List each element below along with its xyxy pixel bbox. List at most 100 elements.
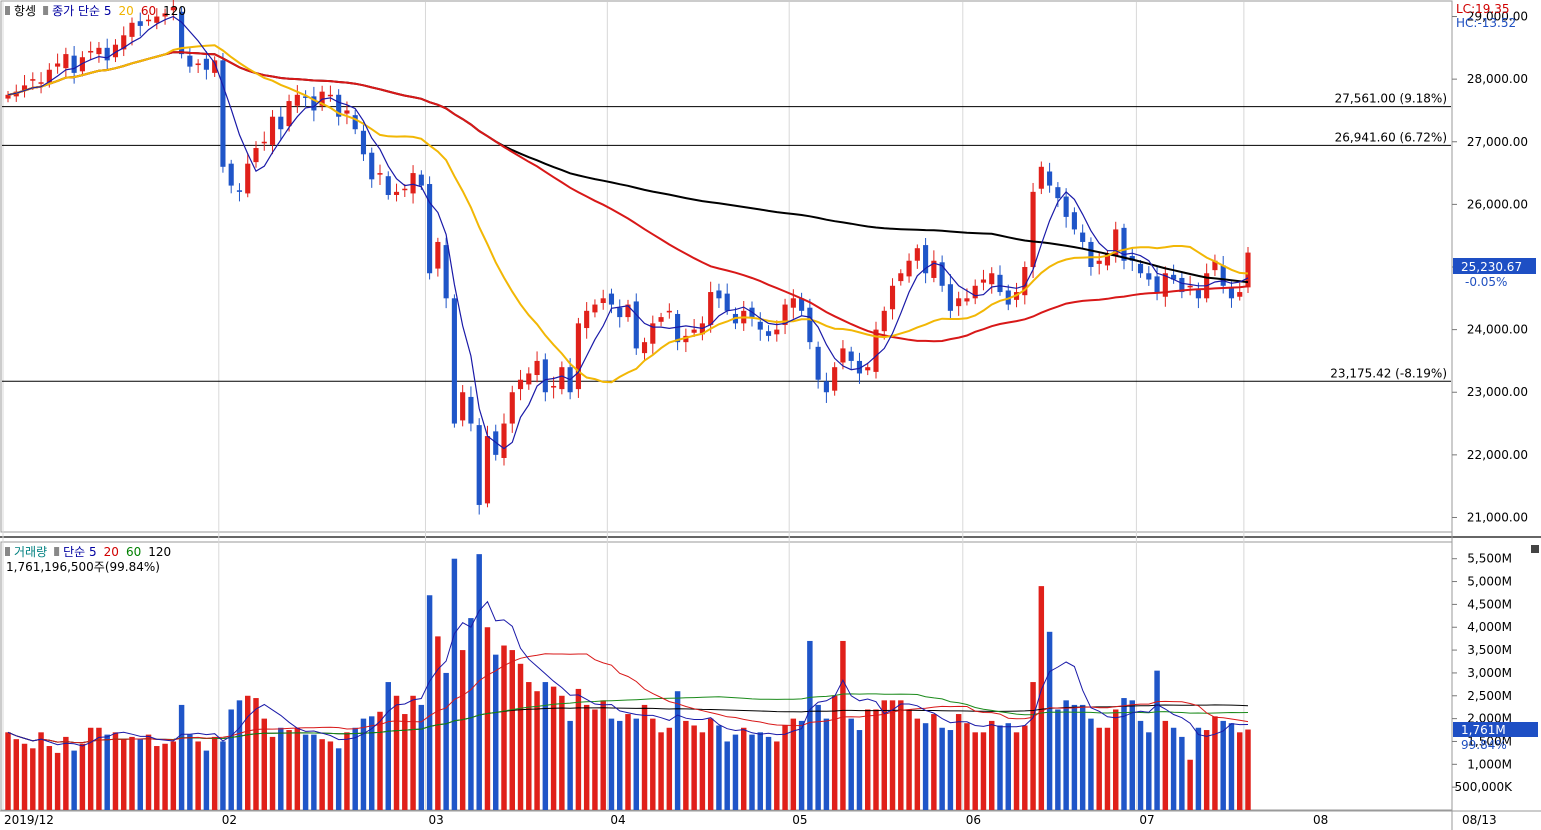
candle[interactable] (840, 348, 846, 363)
volume-bar[interactable] (906, 709, 912, 810)
candle[interactable] (1047, 171, 1053, 186)
candle[interactable] (228, 163, 234, 186)
volume-bar[interactable] (187, 734, 193, 810)
candle[interactable] (245, 163, 251, 194)
candle[interactable] (96, 47, 102, 55)
volume-bar[interactable] (1129, 700, 1135, 810)
candle[interactable] (212, 60, 218, 73)
candle[interactable] (1228, 287, 1235, 299)
volume-bar[interactable] (947, 730, 954, 810)
volume-bar[interactable] (526, 682, 532, 810)
candle[interactable] (476, 425, 482, 505)
candle[interactable] (393, 191, 400, 195)
candle[interactable] (236, 190, 243, 192)
volume-bar[interactable] (220, 741, 226, 810)
volume-bar[interactable] (749, 734, 755, 810)
volume-bar[interactable] (889, 700, 896, 810)
volume-bar[interactable] (501, 645, 507, 810)
candle[interactable] (1063, 196, 1069, 217)
volume-bar[interactable] (625, 714, 631, 810)
candle[interactable] (179, 11, 185, 55)
volume-bar[interactable] (931, 714, 937, 810)
volume-bar[interactable] (327, 741, 334, 810)
candle[interactable] (327, 94, 333, 97)
volume-bar[interactable] (1187, 759, 1193, 810)
volume-bar[interactable] (13, 739, 19, 810)
volume-bar[interactable] (840, 640, 846, 810)
candle[interactable] (1179, 277, 1185, 293)
volume-bar[interactable] (815, 704, 821, 810)
candle[interactable] (294, 94, 300, 106)
volume-bar[interactable] (195, 741, 201, 810)
candle[interactable] (947, 284, 953, 311)
candle[interactable] (617, 307, 623, 318)
candle[interactable] (1171, 274, 1177, 280)
volume-bar[interactable] (104, 734, 110, 810)
volume-bar[interactable] (757, 732, 763, 810)
volume-bar[interactable] (435, 636, 441, 810)
candle[interactable] (129, 22, 135, 37)
candle[interactable] (724, 293, 730, 311)
volume-bar[interactable] (269, 736, 276, 810)
volume-bar[interactable] (369, 716, 375, 810)
candle[interactable] (5, 94, 11, 99)
candle[interactable] (121, 35, 127, 50)
volume-bar[interactable] (38, 732, 44, 810)
volume-bar[interactable] (922, 723, 929, 810)
volume-bar[interactable] (1055, 709, 1061, 810)
volume-bar[interactable] (5, 732, 11, 810)
candle[interactable] (559, 367, 565, 390)
volume-bar[interactable] (683, 720, 689, 810)
volume-bar[interactable] (848, 718, 854, 810)
candle[interactable] (303, 96, 309, 98)
candle[interactable] (360, 130, 367, 155)
volume-bar[interactable] (997, 725, 1003, 810)
candle[interactable] (385, 176, 391, 195)
volume-bar[interactable] (1245, 729, 1251, 810)
volume-bar[interactable] (1162, 720, 1169, 810)
candle[interactable] (187, 55, 193, 67)
candle[interactable] (972, 285, 978, 299)
candle[interactable] (608, 293, 615, 305)
candle[interactable] (517, 379, 524, 390)
volume-bar[interactable] (1220, 720, 1226, 810)
volume-bar[interactable] (674, 691, 681, 810)
volume-bar[interactable] (1203, 730, 1210, 810)
candle[interactable] (1113, 229, 1119, 257)
volume-bar[interactable] (873, 709, 879, 810)
candle[interactable] (939, 262, 945, 286)
volume-bar[interactable] (658, 732, 664, 810)
volume-bar[interactable] (228, 709, 234, 810)
volume-bar[interactable] (451, 558, 458, 810)
volume-bar[interactable] (443, 672, 449, 810)
volume-bar[interactable] (724, 741, 730, 810)
volume-bar[interactable] (1096, 727, 1102, 810)
candle[interactable] (666, 310, 672, 313)
candle[interactable] (21, 85, 28, 91)
volume-bar[interactable] (352, 727, 358, 810)
candle[interactable] (757, 321, 763, 330)
candle[interactable] (1245, 252, 1251, 288)
volume-bar[interactable] (418, 704, 425, 810)
volume-bar[interactable] (1022, 725, 1028, 810)
volume-bar[interactable] (881, 700, 887, 810)
candle[interactable] (311, 96, 317, 111)
candle[interactable] (1055, 187, 1061, 199)
volume-bar[interactable] (1079, 704, 1086, 810)
candle[interactable] (1071, 212, 1077, 230)
volume-bar[interactable] (203, 750, 210, 810)
candle[interactable] (71, 55, 77, 73)
candle[interactable] (931, 260, 937, 278)
volume-bar[interactable] (302, 734, 309, 810)
candle[interactable] (1187, 285, 1193, 288)
volume-bar[interactable] (989, 720, 995, 810)
candle[interactable] (716, 290, 722, 299)
candle[interactable] (145, 19, 152, 22)
volume-bar[interactable] (980, 732, 987, 810)
volume-bar[interactable] (716, 725, 722, 810)
volume-bar[interactable] (294, 727, 301, 810)
candle[interactable] (997, 274, 1003, 293)
volume-bar[interactable] (1195, 727, 1202, 810)
volume-bar[interactable] (1228, 723, 1235, 810)
candle[interactable] (898, 273, 904, 282)
